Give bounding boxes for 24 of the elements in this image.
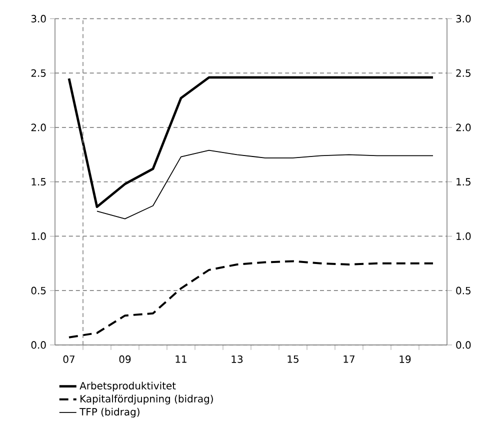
x-tick-label: 13 <box>232 355 243 363</box>
x-tick-label: 07 <box>63 355 74 363</box>
y-tick-label: 3.0 <box>456 14 471 22</box>
legend-label: TFP (bidrag) <box>80 408 140 418</box>
y2-tick-label: 2.0 <box>31 124 46 132</box>
x-tick-label: 17 <box>344 355 354 363</box>
y-tick-label: 1.5 <box>456 178 470 186</box>
y-tick-label: 2.0 <box>456 124 471 132</box>
legend-label: Kapitalfördjupning (bidrag) <box>80 394 213 404</box>
y-tick-label: 1.0 <box>456 232 471 240</box>
legend-label: Arbetsproduktivitet <box>80 382 176 392</box>
y2-tick-label: 1.0 <box>32 232 46 240</box>
y2-tick-label: 0.0 <box>31 341 46 349</box>
x-tick-label: 19 <box>400 355 411 363</box>
y-tick-label: 0.0 <box>456 341 471 349</box>
y2-tick-label: 0.5 <box>31 286 46 294</box>
x-tick-label: 15 <box>288 355 298 363</box>
x-tick-label: 11 <box>176 355 186 363</box>
y2-tick-label: 1.5 <box>32 178 46 186</box>
y2-tick-label: 3.0 <box>31 14 46 22</box>
x-tick-label: 09 <box>119 355 131 363</box>
y2-tick-label: 2.5 <box>31 69 46 77</box>
y-tick-label: 0.5 <box>456 286 470 294</box>
y-tick-label: 2.5 <box>456 69 470 77</box>
